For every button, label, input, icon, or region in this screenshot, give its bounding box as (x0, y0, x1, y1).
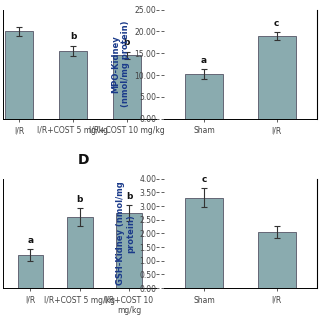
Text: b: b (124, 38, 130, 47)
Text: a: a (27, 236, 33, 245)
Text: a: a (201, 56, 207, 65)
Bar (258, 36, 296, 119)
Bar (113, 55, 140, 119)
Bar (258, 232, 296, 288)
Bar (185, 198, 223, 288)
Bar (59, 51, 87, 119)
Text: c: c (274, 19, 279, 28)
Bar (67, 217, 92, 288)
Y-axis label: GSH-Kidney (nmol/mg
protein): GSH-Kidney (nmol/mg protein) (116, 181, 135, 285)
Bar (185, 74, 223, 119)
Bar (116, 213, 142, 288)
Text: b: b (76, 195, 83, 204)
Bar (18, 255, 43, 288)
Bar (5, 31, 33, 119)
Text: b: b (126, 192, 132, 201)
Text: c: c (201, 175, 207, 184)
Text: D: D (77, 153, 89, 167)
Text: b: b (70, 32, 76, 42)
Y-axis label: MPO-Kidney
(nmol/mg protein): MPO-Kidney (nmol/mg protein) (111, 21, 130, 108)
